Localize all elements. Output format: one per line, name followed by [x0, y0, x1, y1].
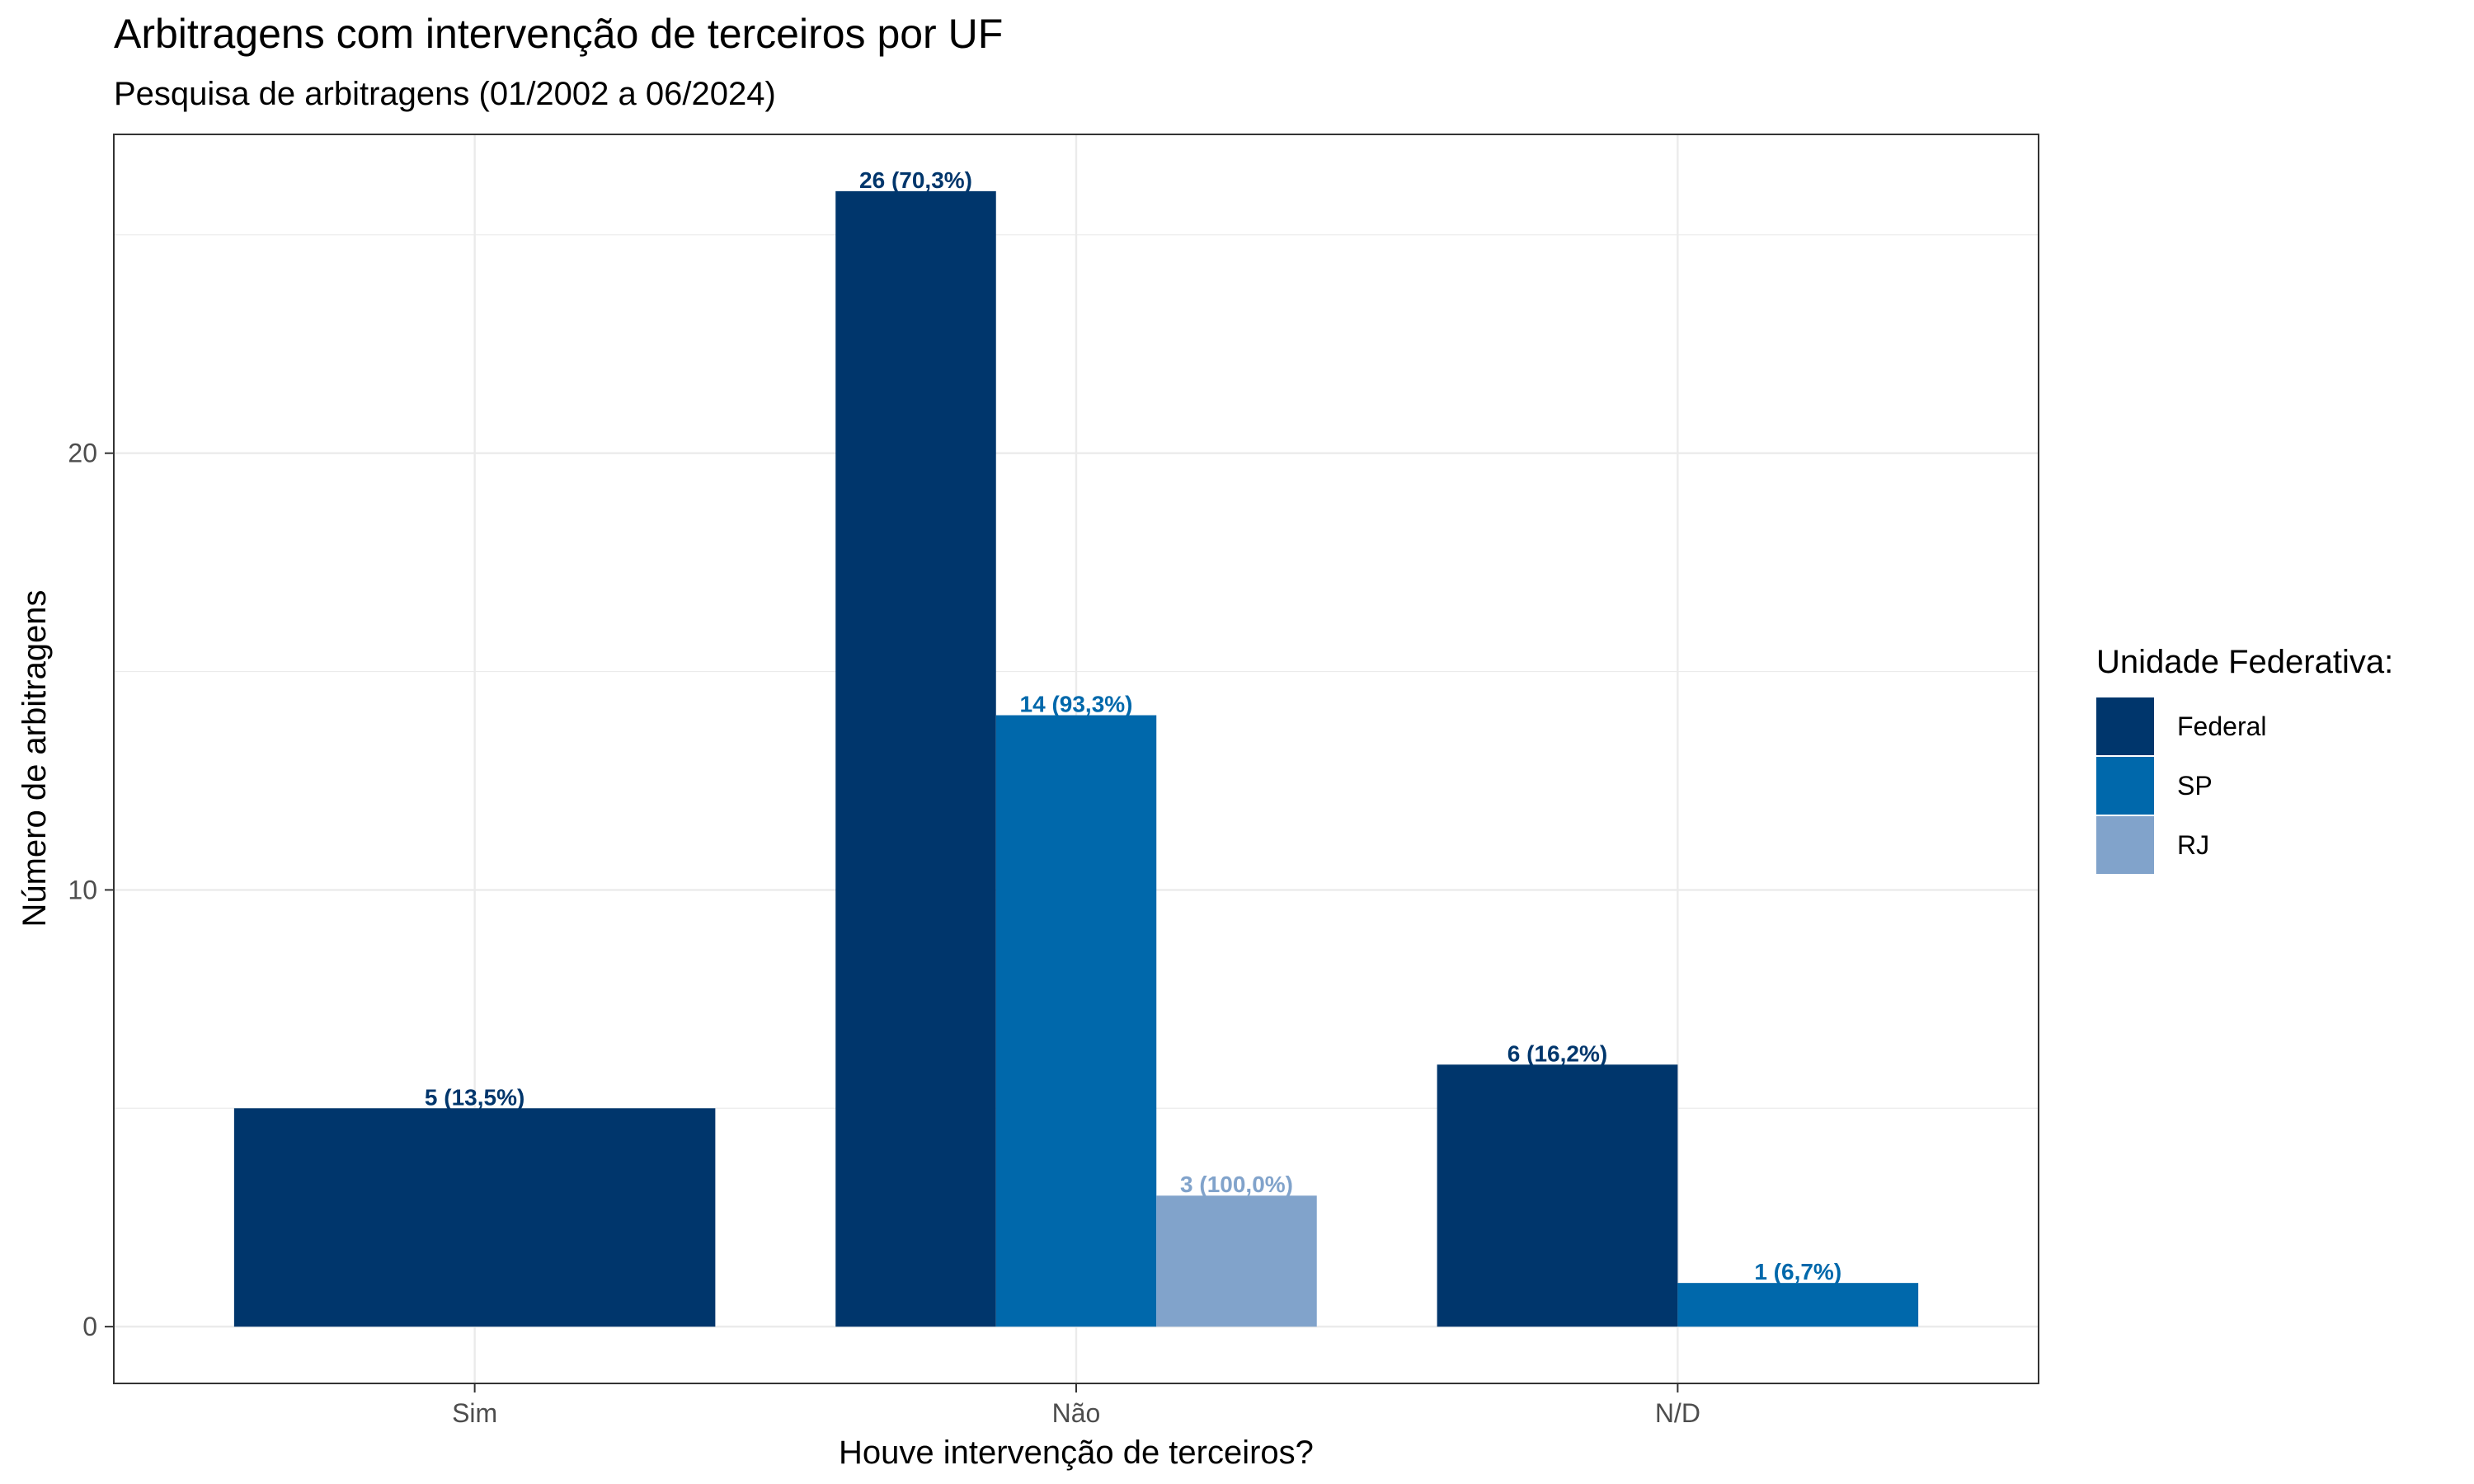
legend: Unidade Federativa: Federal SP RJ [2096, 644, 2393, 874]
data-label-rj-1: 3 (100,0%) [1180, 1172, 1293, 1197]
chart-subtitle: Pesquisa de arbitragens (01/2002 a 06/20… [114, 76, 776, 112]
legend-key-rj [2096, 816, 2154, 874]
plot-panel: 5 (13,5%) 26 (70,3%) 14 (93,3%) 3 (100,0%) 6… [113, 134, 2039, 1384]
x-axis: Sim Não N/D [452, 1383, 1700, 1428]
x-tick-label: Não [1052, 1398, 1101, 1428]
data-label-federal-2: 6 (16,2%) [1507, 1040, 1607, 1066]
y-tick-label: 10 [68, 875, 97, 904]
legend-label-rj: RJ [2177, 830, 2209, 860]
bar-sp-2 [1677, 1283, 1919, 1327]
y-tick-label: 0 [82, 1312, 97, 1341]
legend-key-federal [2096, 697, 2154, 755]
bar-labels: 5 (13,5%) 26 (70,3%) 14 (93,3%) 3 (100,0%) 6… [425, 167, 1841, 1284]
data-label-federal-1: 26 (70,3%) [859, 167, 972, 193]
bar-rj-1 [1156, 1195, 1317, 1327]
chart-title: Arbitragens com intervenção de terceiros… [114, 11, 1003, 57]
bar-federal-2 [1437, 1064, 1678, 1327]
bar-sp-1 [995, 715, 1157, 1327]
legend-title: Unidade Federativa: [2096, 644, 2393, 680]
y-tick-label: 20 [68, 439, 97, 468]
x-tick-label: N/D [1655, 1398, 1700, 1428]
data-label-federal-0: 5 (13,5%) [425, 1084, 524, 1110]
legend-key-sp [2096, 757, 2154, 815]
bar-federal-0 [233, 1108, 716, 1327]
data-label-sp-1: 14 (93,3%) [1020, 692, 1133, 717]
legend-items: Federal SP RJ [2096, 697, 2267, 874]
data-label-sp-2: 1 (6,7%) [1754, 1259, 1841, 1284]
bars [233, 190, 1919, 1327]
x-axis-title: Houve intervenção de terceiros? [839, 1435, 1314, 1471]
y-axis: 0 10 20 [68, 439, 114, 1341]
x-tick-label: Sim [452, 1398, 497, 1428]
y-axis-title: Número de arbitragens [16, 589, 53, 927]
bar-federal-1 [835, 190, 996, 1327]
legend-label-federal: Federal [2177, 711, 2267, 741]
legend-label-sp: SP [2177, 771, 2213, 801]
